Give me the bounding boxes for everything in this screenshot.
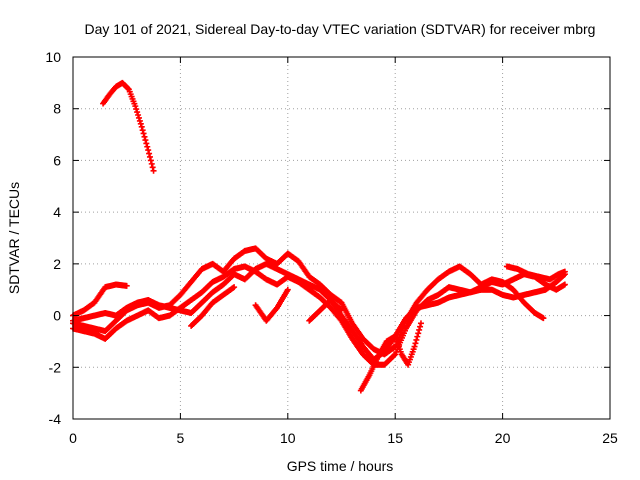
data-point xyxy=(412,340,419,347)
y-tick-label: -2 xyxy=(49,359,62,375)
data-point xyxy=(561,281,568,288)
y-tick-label: 0 xyxy=(53,308,61,324)
data-point xyxy=(135,114,142,121)
y-axis-label: SDTVAR / TECUs xyxy=(6,182,22,294)
data-point xyxy=(132,103,139,110)
data-point xyxy=(414,333,421,340)
data-series xyxy=(70,79,568,394)
data-point xyxy=(137,120,144,127)
data-point xyxy=(284,286,291,293)
data-point xyxy=(150,167,157,174)
data-point xyxy=(391,352,398,359)
y-tick-label: 8 xyxy=(53,101,61,117)
data-point xyxy=(411,343,418,350)
plot-frame xyxy=(72,56,611,420)
data-point xyxy=(134,109,141,116)
data-point xyxy=(149,164,156,171)
y-tick-label: -4 xyxy=(49,411,62,427)
data-point xyxy=(540,315,547,322)
x-tick-label: 5 xyxy=(177,430,185,446)
data-point xyxy=(146,153,153,160)
data-point xyxy=(141,133,148,140)
data-point xyxy=(148,160,155,167)
chart-title: Day 101 of 2021, Sidereal Day-to-day VTE… xyxy=(85,21,596,37)
data-point xyxy=(136,117,143,124)
data-point xyxy=(231,284,238,291)
series-track-9 xyxy=(357,320,424,394)
series-track-7 xyxy=(252,286,291,324)
x-tick-label: 15 xyxy=(387,430,403,446)
data-point xyxy=(135,111,142,118)
data-point xyxy=(142,137,149,144)
data-point xyxy=(140,130,147,137)
x-axis-label: GPS time / hours xyxy=(287,458,394,474)
data-point xyxy=(139,127,146,134)
data-point xyxy=(417,323,424,330)
x-tick-label: 0 xyxy=(69,430,77,446)
data-point xyxy=(337,306,344,313)
y-tick-label: 4 xyxy=(53,204,61,220)
data-point xyxy=(417,320,424,327)
x-tick-label: 10 xyxy=(280,430,296,446)
x-tick-label: 20 xyxy=(495,430,511,446)
data-point xyxy=(138,123,145,130)
data-point xyxy=(338,307,345,314)
axis-ticks: 0 5 10 15 20 25 -4 -2 0 2 4 6 8 10 xyxy=(45,49,618,446)
x-tick-label: 25 xyxy=(602,430,618,446)
data-point xyxy=(146,150,153,157)
y-tick-label: 10 xyxy=(45,49,61,65)
data-point xyxy=(124,85,131,92)
data-point xyxy=(416,326,423,333)
y-tick-label: 2 xyxy=(53,256,61,272)
data-point xyxy=(561,268,568,275)
data-point xyxy=(143,140,150,147)
y-tick-label: 6 xyxy=(53,152,61,168)
series-track-1 xyxy=(100,79,157,174)
data-point xyxy=(147,157,154,164)
data-point xyxy=(133,106,140,113)
data-point xyxy=(415,330,422,337)
data-point xyxy=(413,336,420,343)
data-point xyxy=(144,143,151,150)
data-point xyxy=(123,282,130,289)
series-track-10 xyxy=(503,263,568,283)
series-track-6 xyxy=(188,284,238,329)
data-point xyxy=(145,147,152,154)
series-track-8 xyxy=(306,297,345,324)
